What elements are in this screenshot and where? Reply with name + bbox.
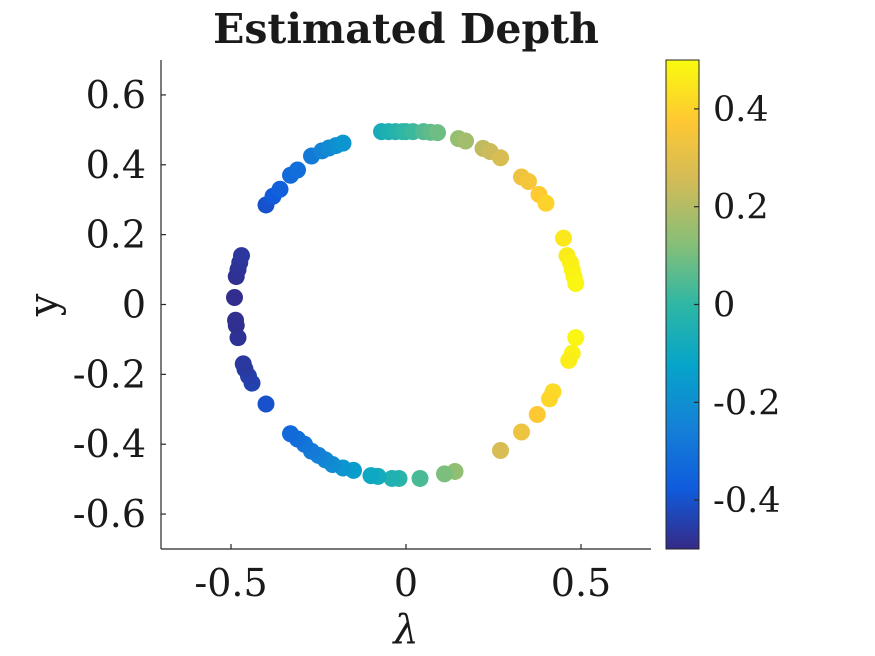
scatter-point bbox=[436, 465, 453, 483]
scatter-points bbox=[226, 123, 585, 487]
colorbar bbox=[665, 59, 700, 550]
colorbar-tick-label: 0.4 bbox=[713, 90, 769, 130]
colorbar-tick-label: 0.2 bbox=[713, 188, 769, 228]
scatter-point bbox=[429, 124, 446, 142]
y-tick-label: 0.4 bbox=[86, 143, 146, 187]
y-tick-label: 0 bbox=[122, 283, 146, 327]
scatter-point bbox=[282, 425, 299, 443]
scatter-point bbox=[513, 423, 530, 441]
scatter-point bbox=[234, 355, 252, 373]
y-axis-ticks: 0.6 0.4 0.2 0 -0.2 -0.4 -0.6 bbox=[73, 73, 166, 536]
x-axis-ticks: -0.5 0 0.5 bbox=[194, 544, 611, 605]
y-tick-label: -0.6 bbox=[73, 492, 146, 536]
scatter-point bbox=[537, 194, 555, 212]
scatter-point bbox=[334, 134, 352, 152]
x-tick-label: 0.5 bbox=[551, 561, 611, 605]
colorbar-tick-label: -0.4 bbox=[713, 481, 781, 521]
scatter-point bbox=[257, 395, 275, 413]
colorbar-ticks: 0.4 0.2 0 -0.2 -0.4 bbox=[694, 90, 781, 521]
scatter-point bbox=[560, 351, 578, 369]
scatter-point bbox=[492, 442, 509, 460]
scatter-point bbox=[492, 149, 509, 167]
scatter-point bbox=[226, 289, 243, 307]
y-tick-label: -0.4 bbox=[73, 422, 146, 466]
scatter-point bbox=[362, 467, 380, 485]
scatter-point bbox=[233, 247, 250, 265]
x-tick-label: 0 bbox=[394, 561, 418, 605]
y-tick-label: 0.2 bbox=[86, 213, 146, 257]
scatter-point bbox=[383, 469, 401, 487]
colorbar-tick-label: -0.2 bbox=[713, 383, 781, 423]
scatter-point bbox=[555, 229, 572, 247]
scatter-point bbox=[271, 180, 289, 198]
y-axis-label: y bbox=[21, 293, 67, 317]
scatter-point bbox=[411, 469, 429, 487]
scatter-point bbox=[289, 161, 306, 179]
y-tick-label: 0.6 bbox=[86, 73, 146, 117]
scatter-point bbox=[567, 329, 585, 347]
scatter-point bbox=[227, 311, 245, 329]
chart-title: Estimated Depth bbox=[213, 5, 599, 53]
scatter-point bbox=[528, 406, 546, 424]
x-axis-label: λ bbox=[391, 607, 418, 653]
colorbar-tick-label: 0 bbox=[713, 286, 735, 326]
x-tick-label: -0.5 bbox=[194, 561, 267, 605]
scatter-point bbox=[520, 173, 537, 191]
scatter-point bbox=[457, 132, 474, 150]
y-tick-label: -0.2 bbox=[73, 352, 146, 396]
scatter-point bbox=[567, 275, 585, 293]
scatter-point bbox=[541, 390, 558, 408]
